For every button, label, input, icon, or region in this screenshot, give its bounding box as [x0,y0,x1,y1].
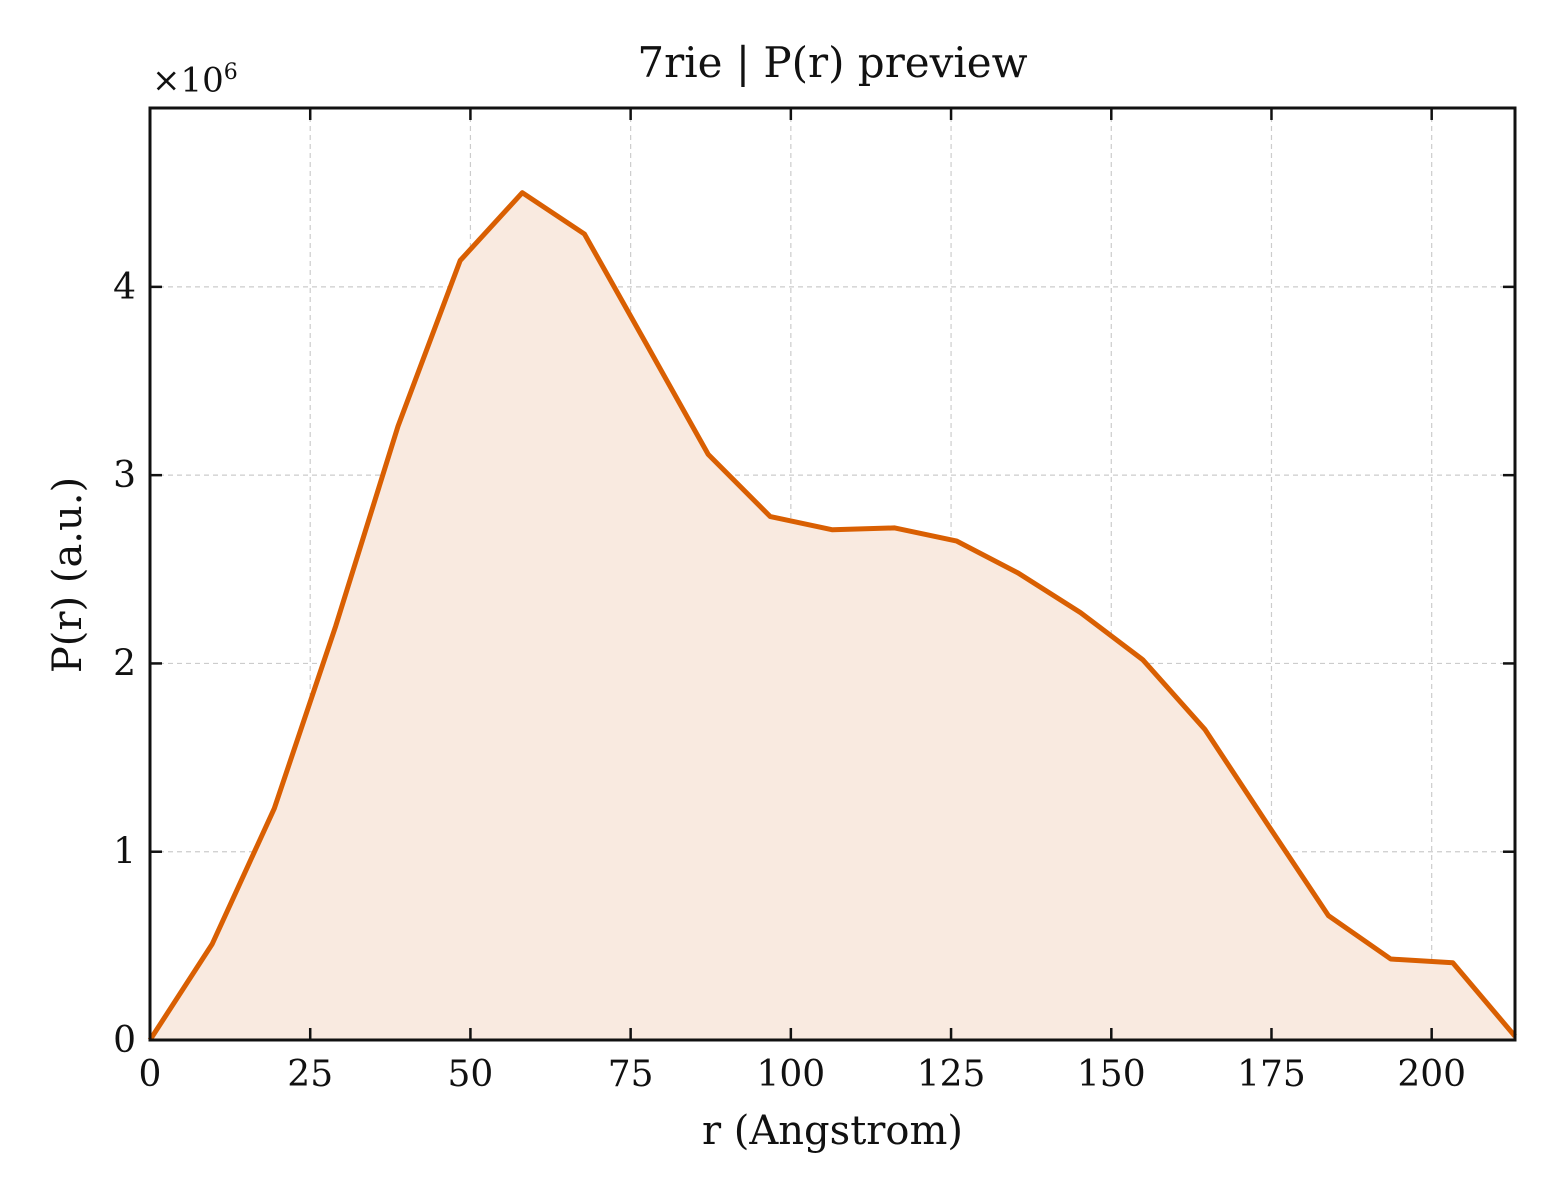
pr-series-line [147,190,1517,1042]
axis-ticks: 0 25 50 75 100 125 150 175 200 0 1 2 3 4 [113,108,1515,1095]
y-offset-base: ×10 [152,60,224,101]
x-tick-label: 0 [139,1054,162,1095]
y-tick-label: 0 [113,1020,136,1061]
x-tick-label: 100 [756,1054,825,1095]
x-axis-label: r (Angstrom) [701,1108,964,1154]
x-tick-label: 200 [1397,1054,1466,1095]
y-axis-offset-label: ×106 [152,60,238,100]
y-tick-label: 3 [113,455,136,496]
plot-frame [148,106,1517,1042]
y-tick-label: 4 [113,267,136,308]
x-tick-label: 150 [1077,1054,1146,1095]
y-offset-exponent: 6 [223,60,238,85]
x-tick-label: 125 [917,1054,986,1095]
x-tick-label: 175 [1237,1054,1306,1095]
y-tick-label: 1 [113,832,136,873]
y-tick-label: 2 [113,643,136,684]
x-tick-label: 25 [287,1054,333,1095]
x-tick-label: 75 [608,1054,654,1095]
x-tick-label: 50 [448,1054,494,1095]
pr-area-fill [150,192,1515,1040]
chart-title: 7rie | P(r) preview [637,38,1028,87]
